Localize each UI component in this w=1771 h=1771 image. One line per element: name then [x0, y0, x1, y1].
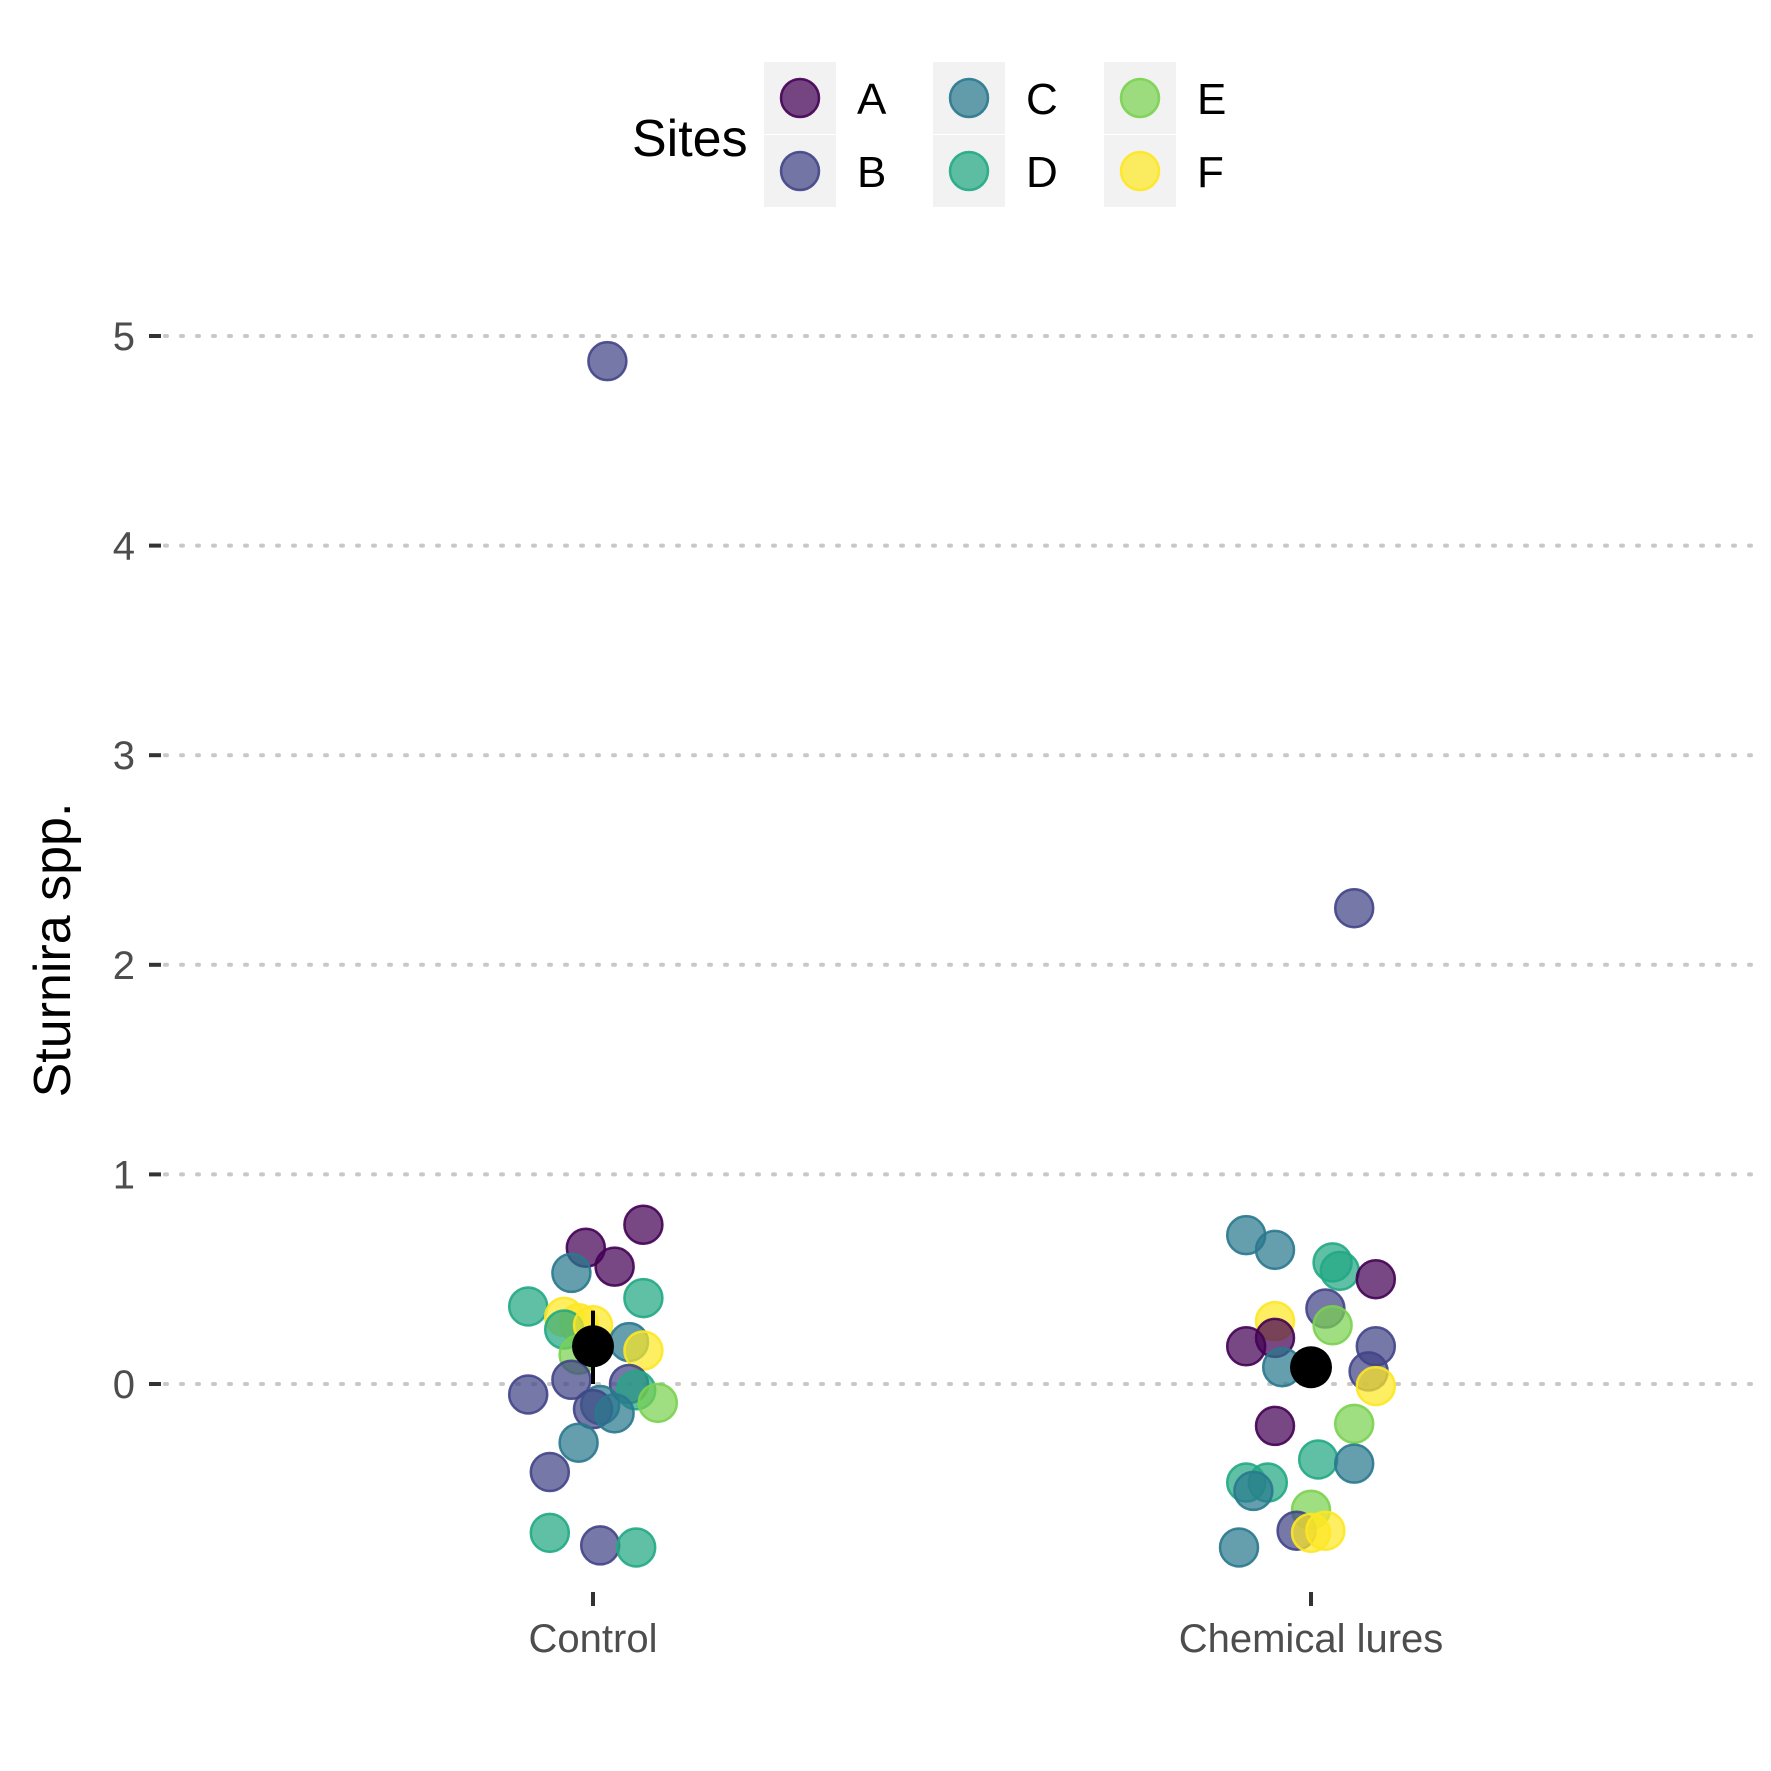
data-point-site-a: [1254, 1405, 1296, 1447]
data-point-site-a: [594, 1246, 635, 1287]
y-tick-label: 3: [113, 734, 135, 778]
legend-label: D: [1026, 148, 1058, 197]
x-tick-label: Control: [529, 1617, 658, 1661]
data-point-site-d: [507, 1286, 549, 1327]
y-axis: 0 1 2 3 4 5: [113, 315, 161, 1407]
data-point-site-c: [558, 1422, 599, 1463]
data-point-site-b: [587, 340, 628, 382]
data-point-site-f: [1305, 1510, 1346, 1551]
data-point-site-a: [1355, 1258, 1397, 1300]
legend-label: B: [857, 148, 886, 197]
data-point-site-a: [1225, 1326, 1267, 1367]
legend-label: F: [1197, 148, 1224, 197]
legend-key-site-f: [1119, 150, 1161, 192]
data-point-site-f: [623, 1330, 664, 1371]
legend-key-site-a: [779, 77, 821, 119]
data-point-site-b: [579, 1525, 621, 1566]
data-points: [507, 340, 1397, 1568]
data-point-site-c: [594, 1393, 635, 1434]
y-tick-label: 1: [113, 1153, 135, 1197]
grid-lines: [163, 334, 1757, 1386]
y-tick-label: 5: [113, 315, 135, 359]
mean-point: [1290, 1346, 1332, 1389]
legend-label: A: [857, 75, 887, 124]
y-tick-label: 0: [113, 1363, 135, 1407]
summary-marks: [572, 1310, 1332, 1389]
y-tick-label: 4: [113, 525, 135, 569]
data-point-site-b: [551, 1359, 592, 1401]
legend-title: Sites: [632, 110, 748, 168]
data-point-site-c: [1218, 1527, 1260, 1568]
data-point-site-c: [551, 1252, 592, 1294]
data-point-site-d: [623, 1277, 664, 1319]
data-point-site-b: [1333, 887, 1375, 929]
data-point-site-e: [637, 1382, 679, 1424]
data-point-site-b: [529, 1451, 571, 1493]
data-point-site-e: [1333, 1403, 1375, 1445]
legend: Sites AB CD EF: [632, 62, 1226, 207]
legend-key-site-e: [1119, 77, 1161, 119]
legend-key-site-d: [948, 150, 990, 192]
legend-label: E: [1197, 75, 1226, 124]
x-axis: Control Chemical lures: [529, 1592, 1444, 1661]
mean-point: [572, 1325, 614, 1368]
data-point-site-e: [1312, 1305, 1353, 1346]
legend-label: C: [1026, 75, 1058, 124]
x-tick-label: Chemical lures: [1179, 1617, 1444, 1661]
data-point-site-a: [623, 1204, 664, 1245]
data-point-site-f: [1355, 1365, 1397, 1407]
data-point-site-b: [507, 1374, 549, 1415]
data-point-site-d: [529, 1512, 571, 1554]
data-point-site-d: [615, 1527, 657, 1568]
data-point-site-d: [1319, 1250, 1361, 1292]
legend-key-site-b: [779, 150, 821, 192]
data-point-site-c: [1333, 1443, 1375, 1484]
data-point-site-c: [1233, 1470, 1274, 1512]
data-point-site-d: [1297, 1439, 1339, 1480]
y-tick-label: 2: [113, 944, 135, 988]
legend-key-site-c: [948, 77, 990, 119]
y-axis-title: Sturnira spp.: [24, 803, 82, 1098]
data-point-site-c: [1254, 1229, 1296, 1271]
